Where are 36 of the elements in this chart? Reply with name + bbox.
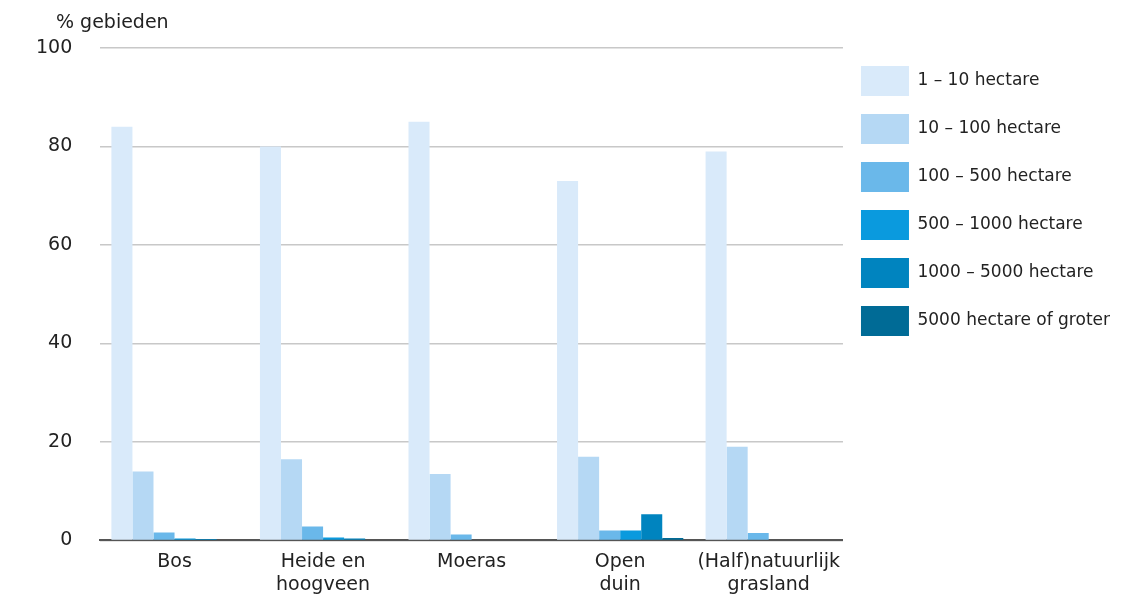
bar	[323, 537, 345, 540]
y-tick-label: 60	[48, 231, 73, 254]
x-tick-label: Moeras	[437, 548, 507, 571]
bar	[557, 180, 579, 540]
bar	[153, 532, 175, 540]
bar	[578, 456, 600, 540]
legend-label: 10 – 100 hectare	[917, 117, 1062, 138]
y-tick-label: 40	[48, 330, 73, 353]
legend-label: 5000 hectare of groter	[917, 309, 1111, 330]
y-axis-title: % gebieden	[56, 10, 169, 33]
x-tick-label: Heide en hoogveen	[276, 548, 371, 594]
bar	[726, 446, 748, 540]
bar	[408, 121, 430, 540]
bar	[620, 530, 642, 540]
legend-label: 100 – 500 hectare	[917, 165, 1072, 186]
bar	[111, 126, 133, 540]
bar	[641, 514, 663, 540]
bar	[450, 534, 472, 540]
bar	[302, 526, 324, 540]
bar	[705, 151, 727, 540]
y-tick-label: 20	[48, 428, 73, 451]
bar	[747, 533, 769, 540]
x-tick-label: Open duin	[594, 548, 646, 594]
y-tick-label: 100	[36, 34, 73, 57]
y-tick-label: 80	[48, 133, 73, 156]
legend-label: 500 – 1000 hectare	[917, 213, 1083, 234]
bar	[132, 471, 154, 540]
x-tick-label: (Half)natuurlijk grasland	[697, 548, 841, 594]
y-tick-label: 0	[60, 527, 73, 550]
bar	[599, 530, 621, 540]
bar	[280, 459, 303, 540]
x-tick-label: Bos	[157, 548, 192, 571]
bar	[429, 473, 451, 540]
legend-label: 1000 – 5000 hectare	[917, 261, 1094, 282]
legend-label: 1 – 10 hectare	[917, 69, 1040, 90]
bar	[259, 146, 281, 540]
